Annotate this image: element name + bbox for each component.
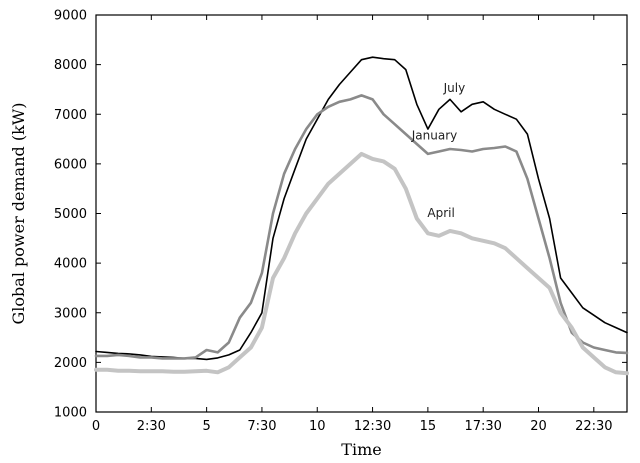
y-tick-label: 2000 bbox=[54, 356, 87, 371]
axes-layer: 0 2:30 5 7:30 10 12:30 15 17:30 20 22:30 1000 2000 3… bbox=[54, 9, 627, 434]
series-label-january: January bbox=[411, 129, 458, 143]
series-line-january bbox=[94, 94, 629, 360]
y-tick-label: 5000 bbox=[54, 207, 87, 222]
y-tick-label: 8000 bbox=[54, 58, 87, 73]
y-tick-label: 4000 bbox=[54, 257, 87, 272]
series-label-april: April bbox=[427, 206, 454, 220]
x-tick-label: 20 bbox=[530, 419, 547, 434]
x-tick-label: 5 bbox=[202, 419, 210, 434]
x-tick-label: 2:30 bbox=[137, 419, 166, 434]
series-label-july: July bbox=[443, 81, 466, 95]
plot-frame bbox=[95, 14, 628, 413]
x-tick-label: 15 bbox=[420, 419, 437, 434]
x-tick-label: 0 bbox=[92, 419, 100, 434]
x-tick-label: 22:30 bbox=[575, 419, 612, 434]
x-tick-label: 10 bbox=[309, 419, 326, 434]
y-tick-label: 6000 bbox=[54, 157, 87, 172]
plot-area bbox=[95, 14, 628, 413]
y-axis-title: Global power demand (kW) bbox=[9, 103, 28, 325]
x-tick-label: 7:30 bbox=[247, 419, 276, 434]
x-axis-title: Time bbox=[341, 440, 381, 459]
y-tick-label: 1000 bbox=[54, 406, 87, 421]
y-tick-label: 7000 bbox=[54, 108, 87, 123]
x-tick-label: 12:30 bbox=[354, 419, 391, 434]
y-tick-label: 9000 bbox=[54, 9, 87, 24]
series-layer: July January April bbox=[94, 56, 629, 376]
y-tick-label: 3000 bbox=[54, 306, 87, 321]
series-line-july bbox=[95, 56, 628, 361]
series-line-april bbox=[94, 151, 629, 376]
x-tick-label: 17:30 bbox=[464, 419, 501, 434]
